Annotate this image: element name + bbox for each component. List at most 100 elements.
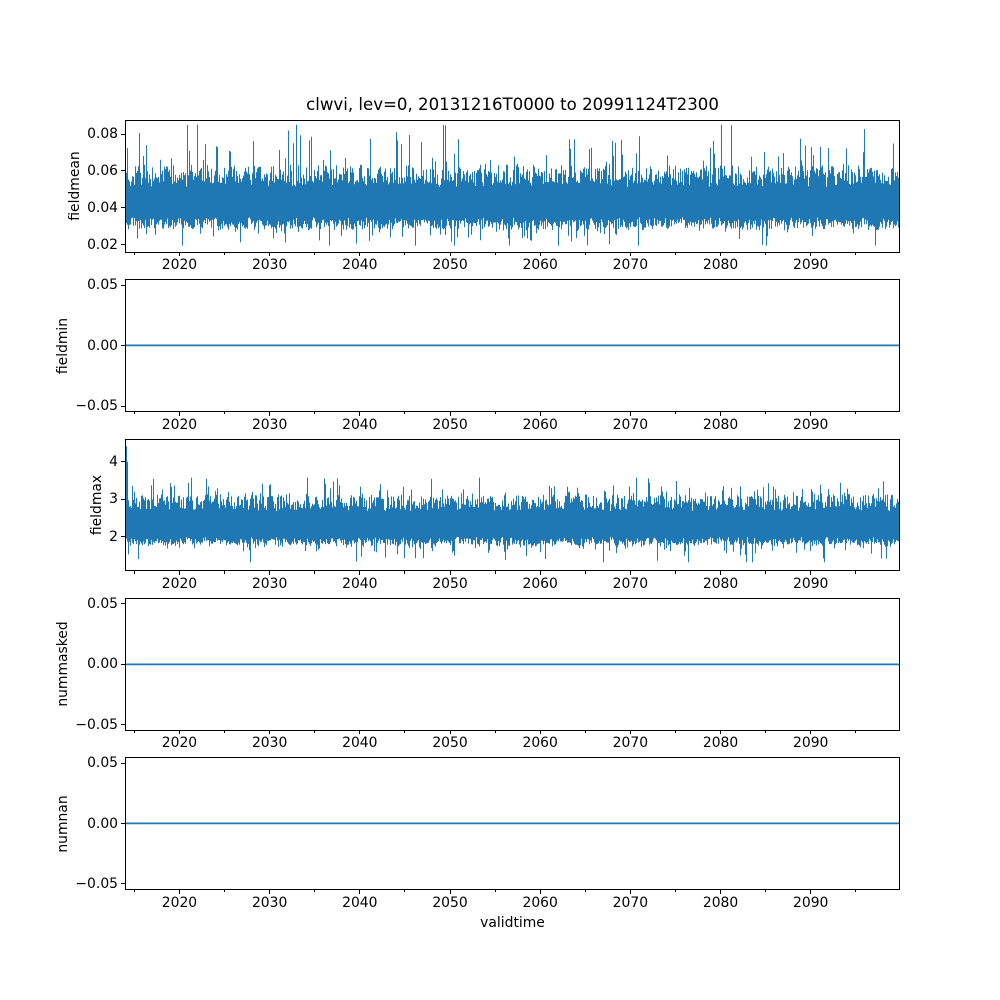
plot-area-fieldmean <box>126 124 899 246</box>
x-minor-tick <box>765 571 767 574</box>
x-tick <box>629 890 631 894</box>
y-tick-label: 0.05 <box>87 595 118 612</box>
x-minor-tick <box>314 252 316 255</box>
x-minor-tick <box>855 412 857 415</box>
x-tick <box>178 252 180 257</box>
x-tick <box>269 252 271 257</box>
x-tick <box>449 412 451 416</box>
x-minor-tick <box>765 730 767 733</box>
x-tick <box>178 571 180 575</box>
x-tick-label: 2040 <box>342 416 378 433</box>
x-tick-label: 2070 <box>612 257 649 274</box>
x-tick-label: 2080 <box>702 575 739 592</box>
y-tick <box>121 170 125 172</box>
x-minor-tick <box>765 890 767 893</box>
x-tick <box>359 890 361 894</box>
x-tick-label: 2090 <box>793 416 829 433</box>
x-minor-tick <box>584 571 586 574</box>
y-tick <box>121 883 125 885</box>
x-minor-tick <box>494 571 496 574</box>
x-tick-label: 2090 <box>793 894 829 911</box>
y-tick <box>121 724 125 726</box>
x-minor-tick <box>674 571 676 574</box>
x-tick <box>629 412 631 416</box>
x-tick-label: 2050 <box>432 575 468 592</box>
subplot-fieldmin <box>125 279 900 413</box>
x-minor-tick <box>765 412 767 415</box>
x-tick-label: 2070 <box>612 894 649 911</box>
x-tick <box>539 890 541 894</box>
x-axis-label: validtime <box>480 915 545 931</box>
plot-area-numnan <box>126 822 899 825</box>
x-tick <box>449 571 451 575</box>
y-tick-label: −0.05 <box>75 398 118 415</box>
x-tick-label: 2080 <box>702 416 739 433</box>
x-minor-tick <box>133 412 135 415</box>
x-tick <box>269 730 271 735</box>
x-minor-tick <box>133 252 135 255</box>
x-tick-label: 2030 <box>251 575 288 592</box>
x-tick-label: 2090 <box>793 257 829 274</box>
x-minor-tick <box>855 730 857 733</box>
x-minor-tick <box>224 890 226 893</box>
y-tick <box>121 663 125 665</box>
x-tick-label: 2090 <box>793 735 829 752</box>
y-tick-label: 2 <box>109 528 118 545</box>
x-minor-tick <box>674 252 676 255</box>
plot-area-nummasked <box>126 663 899 666</box>
x-minor-tick <box>674 890 676 893</box>
y-tick-label: 0.08 <box>87 126 118 142</box>
y-tick-label: −0.05 <box>75 875 118 892</box>
x-minor-tick <box>404 730 406 733</box>
x-tick-label: 2030 <box>251 257 288 274</box>
x-tick-label: 2050 <box>432 257 468 274</box>
x-tick-label: 2020 <box>161 575 198 592</box>
x-minor-tick <box>314 890 316 893</box>
x-tick <box>539 412 541 416</box>
y-tick <box>121 345 125 347</box>
x-tick-label: 2030 <box>251 735 288 752</box>
y-tick-label: 0.05 <box>87 277 118 294</box>
x-tick <box>359 252 361 257</box>
x-minor-tick <box>674 730 676 733</box>
x-tick <box>720 571 722 575</box>
x-tick <box>810 890 812 894</box>
series-fieldmax <box>126 445 899 562</box>
y-tick <box>121 498 125 500</box>
subplot-numnan <box>125 757 900 890</box>
x-tick-label: 2040 <box>342 257 378 274</box>
x-minor-tick <box>133 571 135 574</box>
x-minor-tick <box>133 730 135 733</box>
x-minor-tick <box>855 252 857 255</box>
x-minor-tick <box>494 730 496 733</box>
y-tick-label: 0.00 <box>87 815 118 832</box>
y-tick-label: 0.04 <box>87 199 118 216</box>
x-minor-tick <box>404 571 406 574</box>
y-tick <box>121 536 125 538</box>
x-minor-tick <box>584 890 586 893</box>
x-tick <box>629 730 631 735</box>
subplot-fieldmean <box>125 120 900 253</box>
x-tick <box>359 412 361 416</box>
x-tick-label: 2040 <box>342 735 378 752</box>
y-tick-label: −0.05 <box>75 716 118 733</box>
x-tick-label: 2050 <box>432 735 468 752</box>
y-tick-label: 0.00 <box>87 656 118 673</box>
x-tick-label: 2020 <box>161 257 198 274</box>
y-tick <box>121 207 125 209</box>
x-tick-label: 2050 <box>432 416 468 433</box>
x-tick-label: 2030 <box>251 416 288 433</box>
x-minor-tick <box>314 412 316 415</box>
y-tick-label: 0.02 <box>87 236 118 253</box>
x-tick <box>810 571 812 575</box>
plot-area-fieldmin <box>126 344 899 347</box>
subplot-fieldmax <box>125 438 900 572</box>
x-tick <box>539 730 541 735</box>
x-tick-label: 2070 <box>612 735 649 752</box>
x-minor-tick <box>494 412 496 415</box>
x-tick <box>269 890 271 894</box>
x-tick-label: 2070 <box>612 416 649 433</box>
x-tick <box>449 890 451 894</box>
y-tick <box>121 133 125 135</box>
x-tick <box>720 890 722 894</box>
